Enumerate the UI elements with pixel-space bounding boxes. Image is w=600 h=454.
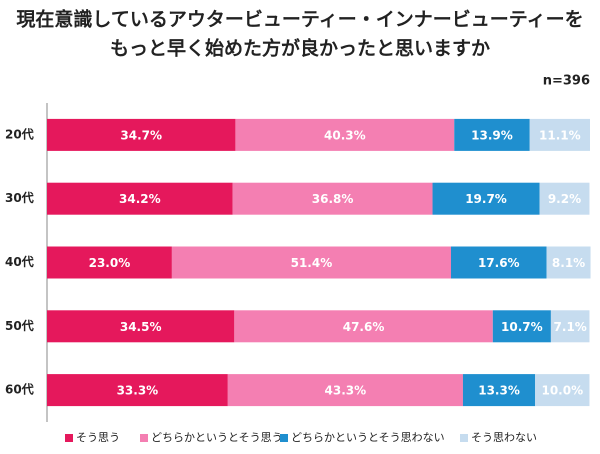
data-label: 17.6%: [478, 256, 520, 270]
legend-label: そう思わない: [471, 431, 537, 444]
bar-segment: [539, 182, 590, 215]
y-tick-label: 50代: [5, 318, 34, 333]
bar-segment: [462, 374, 536, 407]
bar-segment: [529, 118, 590, 151]
y-tick-label: 20代: [5, 126, 34, 141]
data-label: 10.0%: [541, 384, 583, 398]
bar-segment: [47, 246, 172, 279]
data-label: 19.7%: [465, 192, 507, 206]
bar-segment: [232, 182, 433, 215]
data-label: 23.0%: [89, 256, 131, 270]
data-label: 7.1%: [554, 320, 587, 334]
data-label: 9.2%: [548, 192, 581, 206]
bar-segment: [450, 246, 547, 279]
data-label: 13.3%: [478, 384, 520, 398]
data-label: 11.1%: [539, 128, 581, 142]
bar-segment: [492, 310, 551, 343]
data-label: 47.6%: [343, 320, 385, 334]
data-label: 34.2%: [119, 192, 161, 206]
legend-swatch: [65, 434, 73, 442]
bar-segment: [47, 310, 235, 343]
legend-label: そう思う: [76, 431, 120, 444]
bar-segment: [550, 310, 590, 343]
bar-segment: [454, 118, 530, 151]
bar-segment: [171, 246, 451, 279]
data-label: 40.3%: [324, 128, 366, 142]
bar-segment: [535, 374, 590, 407]
legend-swatch: [460, 434, 468, 442]
bar-segment: [47, 118, 236, 151]
data-label: 13.9%: [471, 128, 513, 142]
data-label: 36.8%: [312, 192, 354, 206]
chart-title: 現在意識しているアウタービューティー・インナービューティーを: [16, 8, 583, 31]
y-tick-label: 60代: [5, 382, 34, 397]
legend-label: どちらかというとそう思う: [151, 431, 283, 444]
y-tick-label: 30代: [5, 190, 34, 205]
bar-segment: [47, 374, 228, 407]
bar-segment: [227, 374, 463, 407]
data-label: 10.7%: [501, 320, 543, 334]
legend-swatch: [140, 434, 148, 442]
data-label: 51.4%: [291, 256, 333, 270]
bar-segment: [234, 310, 493, 343]
bar-segment: [432, 182, 540, 215]
data-label: 43.3%: [325, 384, 367, 398]
chart-title: もっと早く始めた方が良かったと思いますか: [110, 37, 490, 60]
data-label: 34.7%: [120, 128, 162, 142]
legend-label: どちらかというとそう思わない: [291, 431, 445, 444]
y-tick-label: 40代: [5, 254, 34, 269]
bar-segment: [235, 118, 455, 151]
data-label: 33.3%: [117, 384, 159, 398]
annotation: n=396: [543, 74, 590, 89]
data-label: 8.1%: [552, 256, 585, 270]
legend-swatch: [280, 434, 288, 442]
bar-segment: [546, 246, 591, 279]
data-label: 34.5%: [120, 320, 162, 334]
bar-segment: [47, 182, 233, 215]
